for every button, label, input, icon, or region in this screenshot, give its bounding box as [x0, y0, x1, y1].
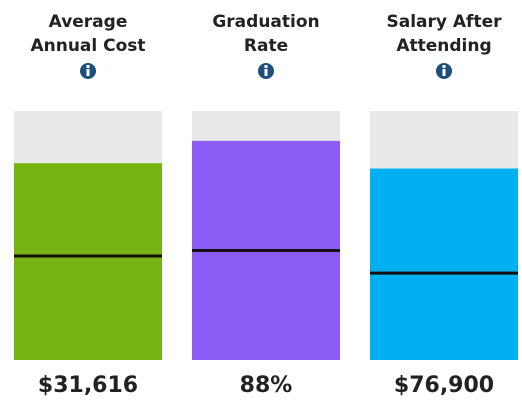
- info-icon: [258, 63, 274, 79]
- bar: [370, 168, 518, 360]
- info-icon: [436, 63, 452, 79]
- value-label: $76,900: [394, 373, 494, 398]
- value-label: $31,616: [38, 373, 138, 398]
- value-label: 88%: [240, 373, 293, 398]
- panel-title: Graduation: [212, 12, 319, 32]
- panel-title: Salary After: [387, 12, 503, 32]
- info-stem: [442, 69, 446, 76]
- panel-title: Attending: [396, 36, 491, 56]
- info-icon: [80, 63, 96, 79]
- panel-title: Annual Cost: [30, 36, 145, 56]
- bar: [14, 163, 162, 360]
- info-dot: [86, 65, 90, 68]
- panel-title: Rate: [244, 36, 288, 56]
- info-dot: [264, 65, 268, 68]
- info-stem: [264, 69, 268, 76]
- info-stem: [86, 69, 90, 76]
- panel-title: Average: [49, 12, 128, 32]
- info-dot: [442, 65, 446, 68]
